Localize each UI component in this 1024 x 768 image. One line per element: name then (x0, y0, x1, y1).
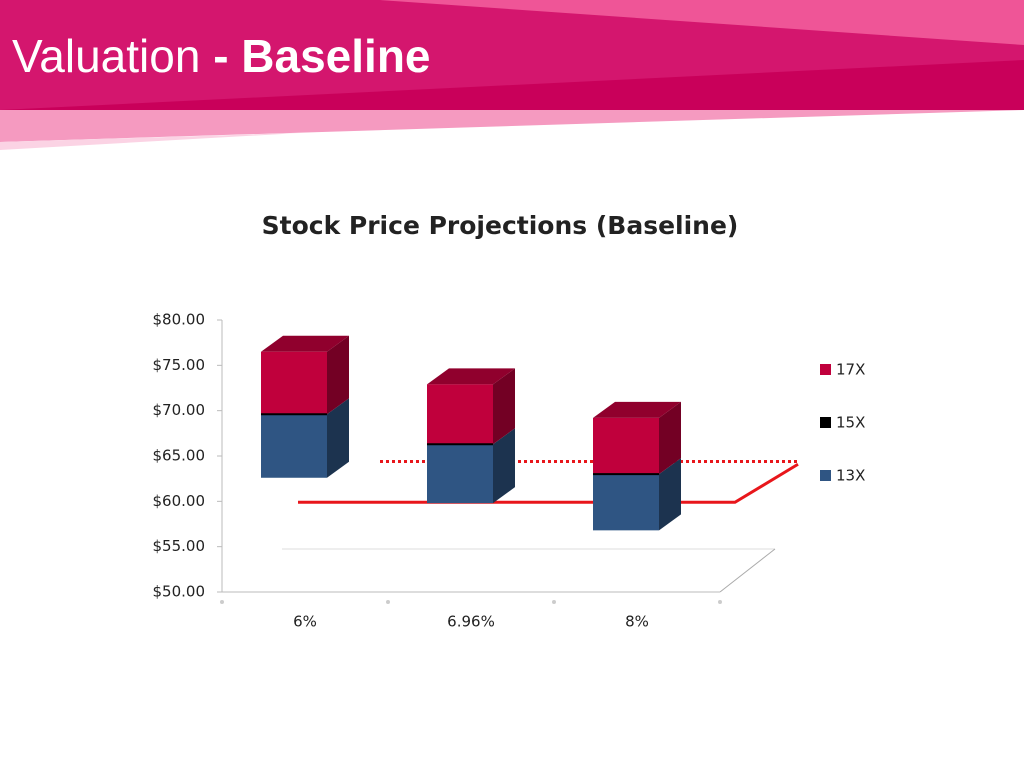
legend-swatch (820, 364, 831, 375)
header-accent (380, 0, 1024, 45)
bar-upper-side (493, 368, 515, 445)
bar-upper-top (261, 335, 349, 352)
bar-lower-side (659, 458, 681, 531)
slide-title-text: Valuation (12, 30, 200, 82)
slide-title-emphasis: - Baseline (213, 30, 430, 82)
chart-title: Stock Price Projections (Baseline) (262, 211, 739, 240)
bar-upper (593, 417, 659, 475)
bar-upper (427, 384, 493, 445)
x-tick (718, 600, 722, 604)
x-tick (220, 600, 224, 604)
y-tick-label: $50.00 (153, 583, 206, 601)
bar-lower-side (327, 398, 349, 478)
y-tick-label: $70.00 (153, 401, 206, 419)
bar-upper-top (427, 368, 515, 385)
x-tick (552, 600, 556, 604)
floor-edge (719, 548, 776, 593)
bar-upper-side (327, 335, 349, 415)
x-tick-label: 6.96% (447, 613, 495, 631)
header-accent (0, 133, 300, 150)
x-tick (386, 600, 390, 604)
y-tick-label: $75.00 (153, 356, 206, 374)
legend-swatch (820, 417, 831, 428)
bar-lower-side (493, 428, 515, 504)
x-tick-label: 6% (293, 613, 317, 631)
header-accent (0, 110, 1024, 142)
header-accent (0, 60, 1024, 110)
legend-label: 17X (836, 361, 865, 379)
bar-lower (427, 444, 493, 504)
bar-upper (261, 351, 327, 415)
y-tick-label: $65.00 (153, 447, 206, 465)
slide-title: Valuation - Baseline (12, 30, 431, 82)
y-tick-label: $55.00 (153, 537, 206, 555)
bar-upper-top (593, 401, 681, 418)
y-tick-label: $60.00 (153, 492, 206, 510)
x-tick-label: 8% (625, 613, 649, 631)
legend-label: 15X (836, 414, 865, 432)
bar-upper-side (659, 401, 681, 475)
legend-label: 13X (836, 467, 865, 485)
y-tick-label: $80.00 (153, 311, 206, 329)
reference-line (298, 462, 799, 504)
bar-lower (593, 474, 659, 531)
legend-swatch (820, 470, 831, 481)
bar-lower (261, 414, 327, 478)
